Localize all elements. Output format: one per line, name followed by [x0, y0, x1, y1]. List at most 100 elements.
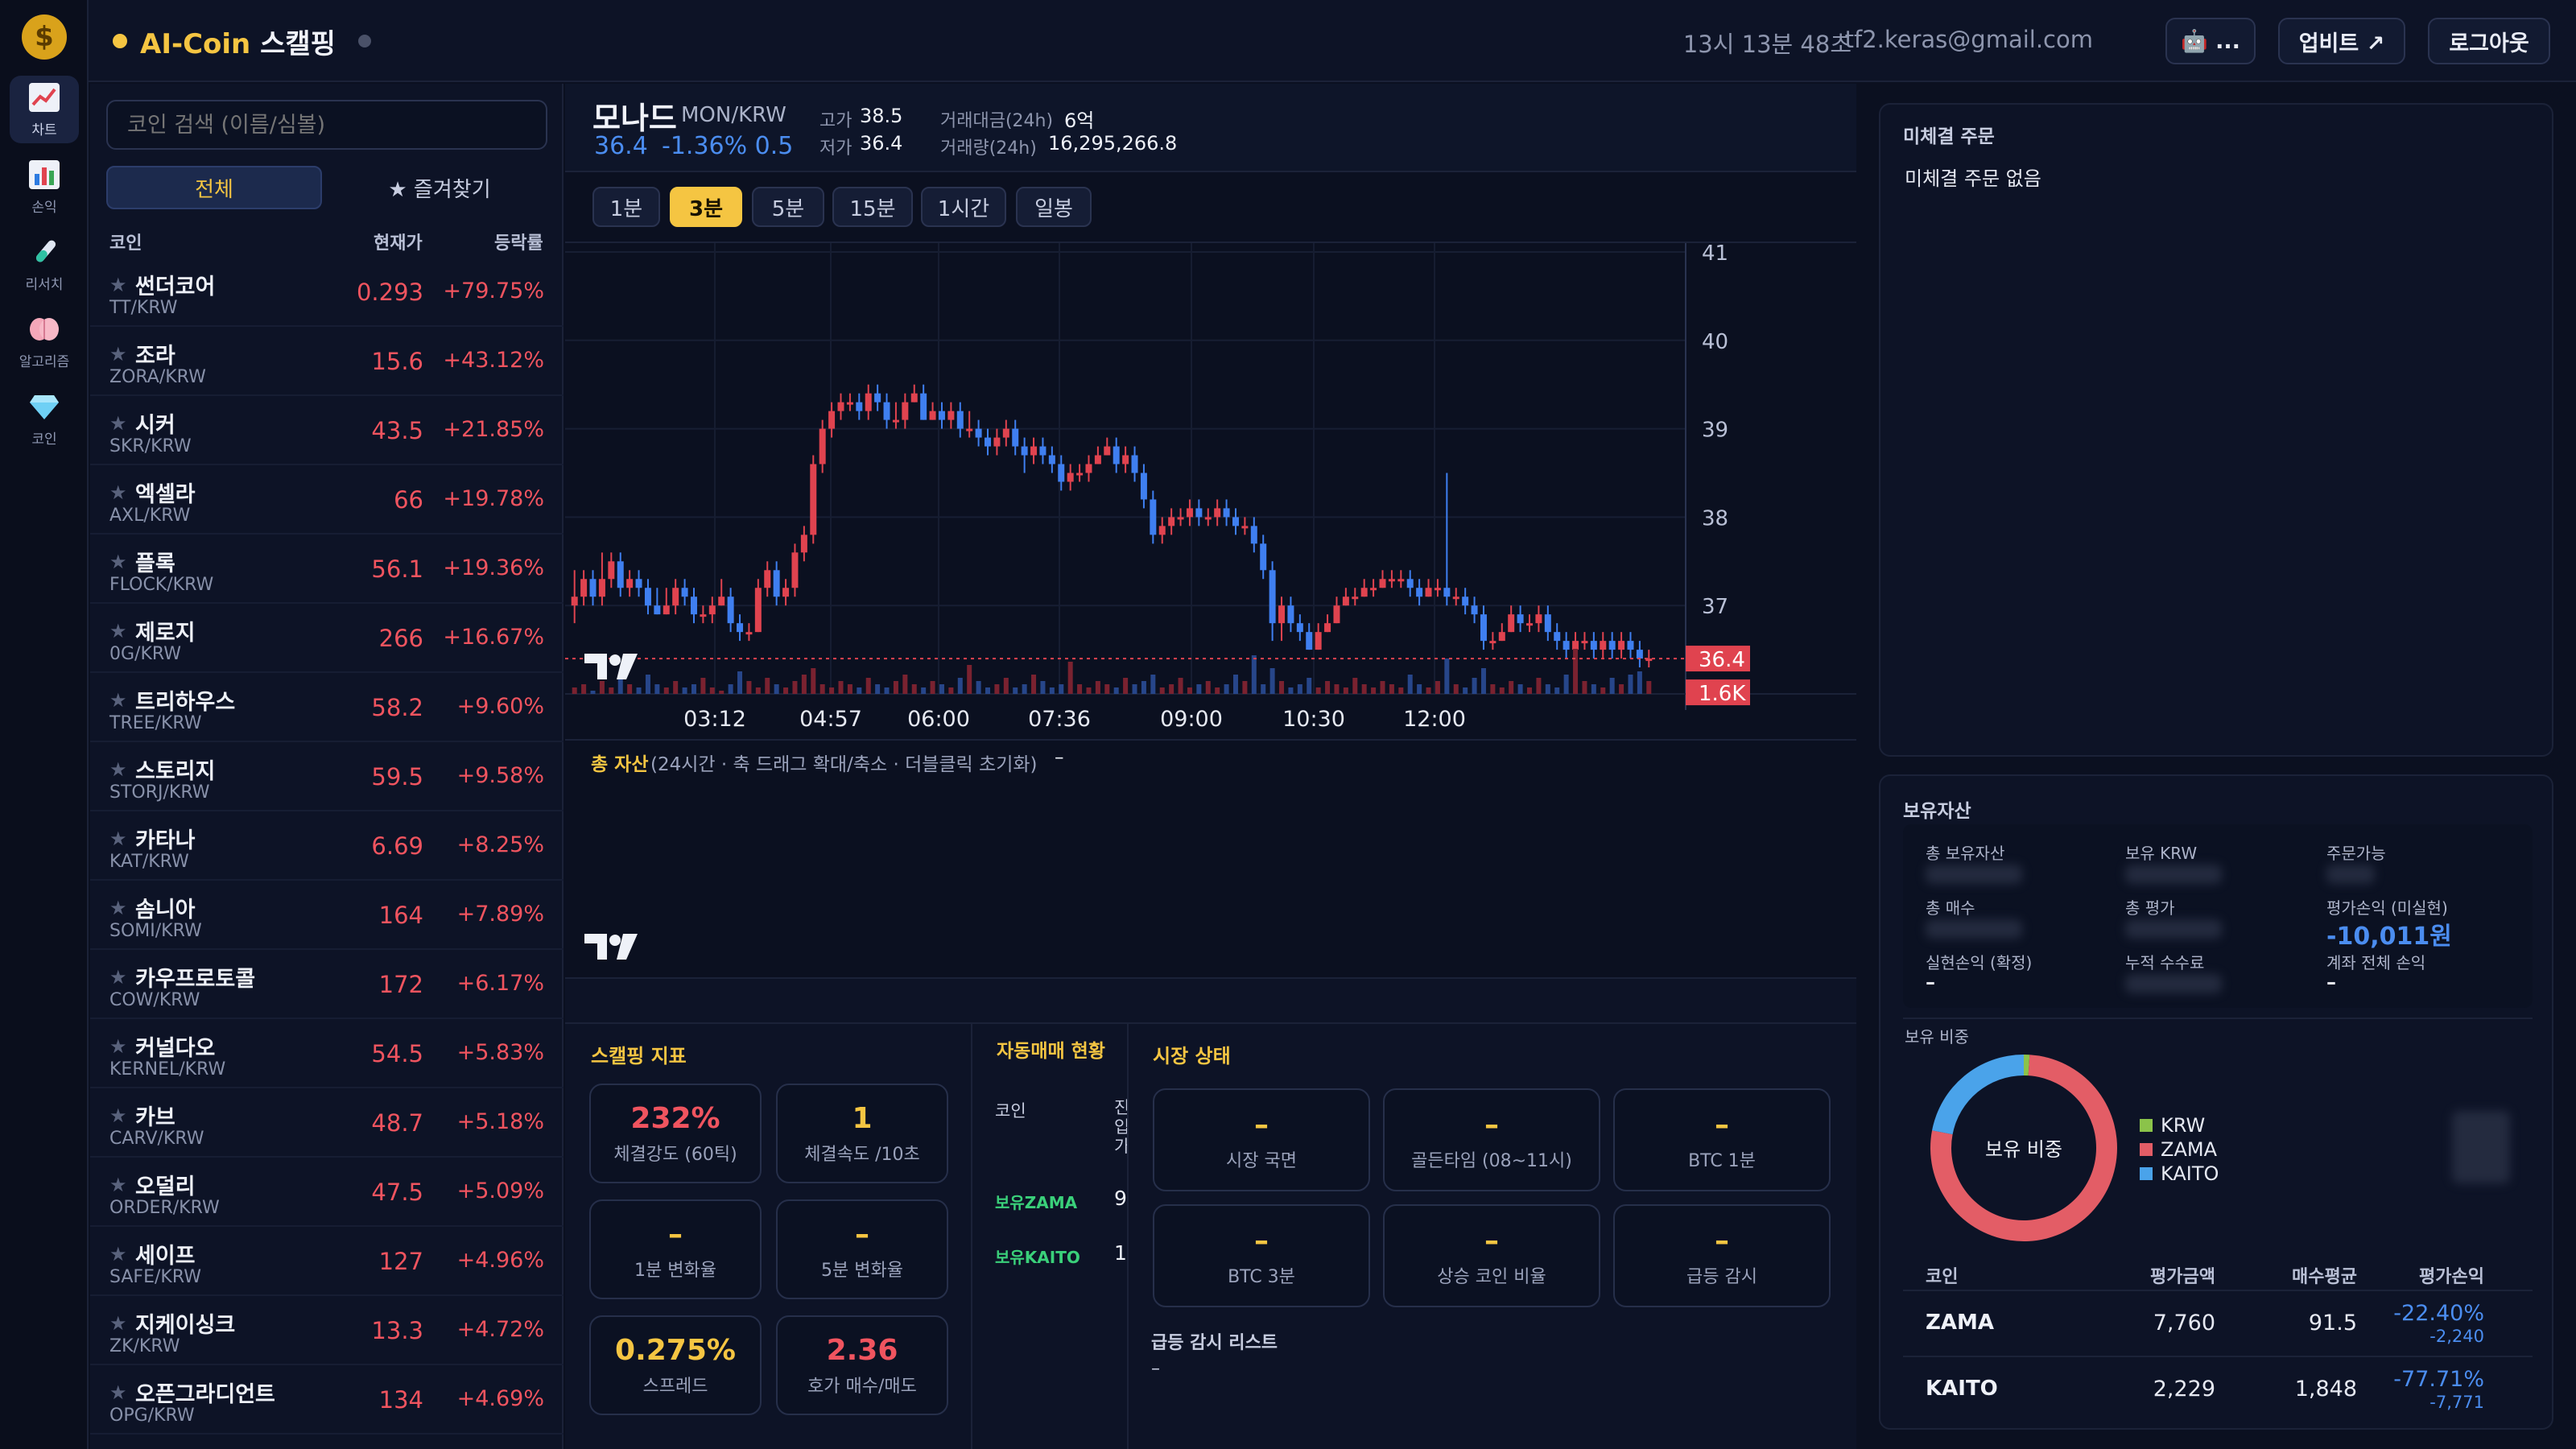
nav-item-algorithm[interactable]: 알고리즘	[10, 308, 79, 375]
candle-body	[1094, 455, 1101, 464]
favorite-star-icon[interactable]: ★	[109, 966, 127, 989]
money-bag-icon[interactable]: $	[22, 14, 67, 60]
nav-rail: $ 차트 손익 리서치 알고리즘 코인	[0, 0, 89, 1449]
favorite-star-icon[interactable]: ★	[109, 1104, 127, 1127]
holding-coin[interactable]: ZAMA	[1926, 1311, 1994, 1335]
logout-button[interactable]: 로그아웃	[2428, 18, 2550, 64]
upbit-link-button[interactable]: 업비트 ↗	[2278, 18, 2405, 64]
coin-row[interactable]: ★ 카우프로토콜 COW/KRW 172 +6.17%	[90, 950, 564, 1019]
nav-label: 알고리즘	[19, 353, 70, 370]
timeframe-3m[interactable]: 3분	[670, 187, 742, 227]
favorite-star-icon[interactable]: ★	[109, 1243, 127, 1265]
candle-body	[1324, 623, 1331, 633]
status-dot-icon	[113, 34, 127, 48]
tab-favorites[interactable]: ★ 즐겨찾기	[388, 177, 491, 202]
nav-label: 손익	[31, 199, 57, 216]
candle-body	[1526, 623, 1534, 626]
col-price-header[interactable]: 현재가	[374, 233, 423, 254]
favorite-star-icon[interactable]: ★	[109, 274, 127, 296]
asset-chart[interactable]	[565, 741, 1856, 979]
coin-change: +19.78%	[443, 486, 544, 511]
coin-row[interactable]: ★ 조라 ZORA/KRW 15.6 +43.12%	[90, 327, 564, 396]
timeframe-day[interactable]: 일봉	[1016, 187, 1092, 227]
coin-price: 127	[378, 1248, 423, 1275]
coin-row[interactable]: ★ 카타나 KAT/KRW 6.69 +8.25%	[90, 811, 564, 881]
holdings-col-header[interactable]: 매수평균	[2292, 1267, 2357, 1287]
col-coin-header[interactable]: 코인	[109, 233, 142, 254]
coin-row[interactable]: ★ 스토리지 STORJ/KRW 59.5 +9.58%	[90, 742, 564, 811]
favorite-star-icon[interactable]: ★	[109, 620, 127, 642]
candle-body	[800, 535, 807, 553]
candle-body	[1012, 428, 1019, 447]
nav-item-pnl[interactable]: 손익	[10, 153, 79, 221]
favorite-star-icon[interactable]: ★	[109, 551, 127, 573]
nav-item-chart[interactable]: 차트	[10, 76, 79, 143]
volume-bar	[1224, 684, 1229, 694]
donut-slice-kaito[interactable]	[1932, 1055, 2024, 1135]
coin-search-input[interactable]	[106, 100, 547, 150]
coin-row[interactable]: ★ 오덜리 ORDER/KRW 47.5 +5.09%	[90, 1158, 564, 1227]
candle-body	[708, 605, 716, 615]
market-card: – BTC 1분	[1613, 1088, 1831, 1191]
tab-all[interactable]: 전체	[106, 166, 322, 209]
coin-row[interactable]: ★ 카브 CARV/KRW 48.7 +5.18%	[90, 1088, 564, 1158]
favorite-star-icon[interactable]: ★	[109, 1035, 127, 1058]
coin-row[interactable]: ★ 썬더코어 TT/KRW 0.293 +79.75%	[90, 258, 564, 327]
timeframe-1h[interactable]: 1시간	[921, 187, 1006, 227]
volume-bar	[1453, 684, 1459, 694]
volume-bar	[1307, 678, 1312, 694]
bot-button[interactable]: 🤖 ...	[2165, 18, 2256, 64]
candle-body	[1030, 446, 1038, 456]
nav-item-coin[interactable]: 코인	[10, 385, 79, 452]
nav-item-research[interactable]: 리서치	[10, 230, 79, 298]
candlestick-svg[interactable]: 41 40 39 38 37 03:12 04:57 06:00 07:36 09:00 10:30…	[565, 242, 1856, 742]
holdings-col-header[interactable]: 평가손익	[2419, 1267, 2484, 1287]
bar-chart-icon	[27, 159, 61, 191]
coin-row[interactable]: ★ 트리하우스 TREE/KRW 58.2 +9.60%	[90, 673, 564, 742]
coin-row[interactable]: ★ 엑셀라 AXL/KRW 66 +19.78%	[90, 465, 564, 535]
favorite-star-icon[interactable]: ★	[109, 1174, 127, 1196]
favorite-star-icon[interactable]: ★	[109, 481, 127, 504]
coin-symbol: FLOCK/KRW	[109, 575, 214, 595]
candle-body	[608, 561, 615, 580]
holdings-col-header[interactable]: 코인	[1926, 1267, 1959, 1287]
favorite-star-icon[interactable]: ★	[109, 1381, 127, 1404]
coin-row[interactable]: ★ 제로지 0G/KRW 266 +16.67%	[90, 604, 564, 673]
favorite-star-icon[interactable]: ★	[109, 758, 127, 781]
favorite-star-icon[interactable]: ★	[109, 412, 127, 435]
holdings-col-header[interactable]: 평가금액	[2150, 1267, 2215, 1287]
col-change-header[interactable]: 등락률	[494, 233, 543, 254]
favorite-star-icon[interactable]: ★	[109, 897, 127, 919]
holdings-donut[interactable]	[1927, 1051, 2120, 1245]
volume-bar	[957, 678, 963, 694]
donut-slice-krw[interactable]	[2024, 1055, 2030, 1076]
volume-bar	[1426, 687, 1431, 694]
holding-coin[interactable]: KAITO	[1926, 1377, 1998, 1401]
coin-price: 6.69	[371, 832, 423, 860]
coin-row[interactable]: ★ 시커 SKR/KRW 43.5 +21.85%	[90, 396, 564, 465]
coin-row[interactable]: ★ 오픈그라디언트 OPG/KRW 134 +4.69%	[90, 1365, 564, 1435]
candle-body	[865, 393, 872, 411]
watch-list-value: –	[1151, 1359, 1160, 1379]
legend-swatch	[2140, 1119, 2153, 1132]
coin-symbol: SKR/KRW	[109, 436, 192, 456]
volume-bar	[976, 681, 981, 694]
volume-bar	[599, 681, 605, 694]
timeframe-5m[interactable]: 5분	[752, 187, 824, 227]
volume-bar	[1554, 687, 1560, 694]
coin-row[interactable]: ★ 커널다오 KERNEL/KRW 54.5 +5.83%	[90, 1019, 564, 1088]
coin-row[interactable]: ★ 세이프 SAFE/KRW 127 +4.96%	[90, 1227, 564, 1296]
volume-bar	[948, 687, 954, 694]
favorite-star-icon[interactable]: ★	[109, 689, 127, 712]
timeframe-15m[interactable]: 15분	[832, 187, 913, 227]
coin-row[interactable]: ★ 지케이싱크 ZK/KRW 13.3 +4.72%	[90, 1296, 564, 1365]
candle-body	[856, 402, 863, 411]
timeframe-1m[interactable]: 1분	[592, 187, 660, 227]
candlestick-chart[interactable]: 41 40 39 38 37 03:12 04:57 06:00 07:36 09:00 10:30…	[565, 242, 1856, 741]
coin-row[interactable]: ★ 플록 FLOCK/KRW 56.1 +19.36%	[90, 535, 564, 604]
coin-row[interactable]: ★ 솜니아 SOMI/KRW 164 +7.89%	[90, 881, 564, 950]
favorite-star-icon[interactable]: ★	[109, 828, 127, 850]
favorite-star-icon[interactable]: ★	[109, 1312, 127, 1335]
volume-bar	[811, 668, 816, 694]
favorite-star-icon[interactable]: ★	[109, 343, 127, 365]
